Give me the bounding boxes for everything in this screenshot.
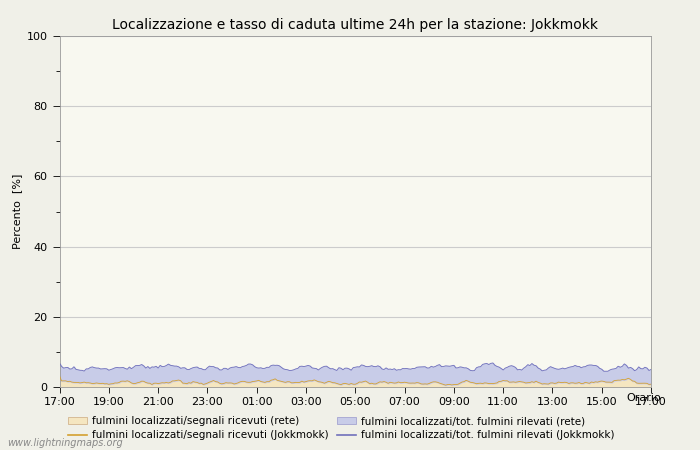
Y-axis label: Percento  [%]: Percento [%] bbox=[13, 174, 22, 249]
Title: Localizzazione e tasso di caduta ultime 24h per la stazione: Jokkmokk: Localizzazione e tasso di caduta ultime … bbox=[112, 18, 598, 32]
Text: Orario: Orario bbox=[626, 393, 662, 403]
Text: www.lightningmaps.org: www.lightningmaps.org bbox=[7, 438, 122, 448]
Legend: fulmini localizzati/segnali ricevuti (rete), fulmini localizzati/segnali ricevut: fulmini localizzati/segnali ricevuti (re… bbox=[68, 416, 615, 440]
